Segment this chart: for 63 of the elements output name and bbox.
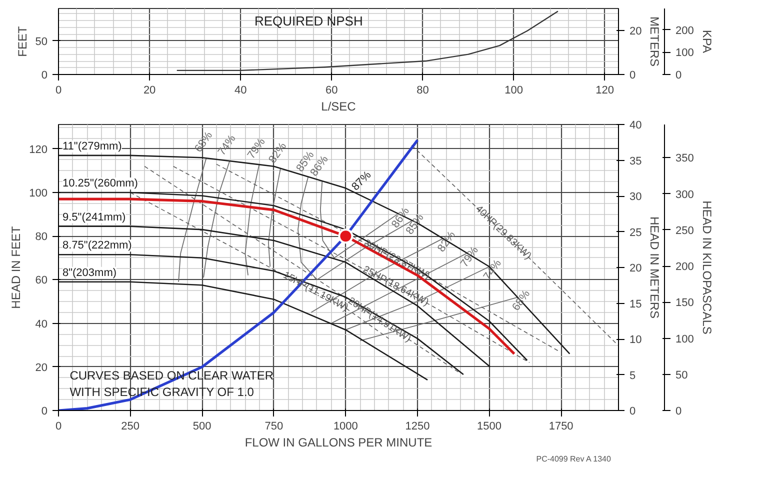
y2-axis-title: HEAD IN METERS [648,216,662,319]
x-tick-label: 0 [55,420,62,432]
y-axis-title: HEAD IN FEET [9,225,24,309]
x-tick-label: 100 [504,84,523,96]
series-label: 11"(279mm) [62,140,122,152]
x-tick-label: 120 [596,84,614,96]
series-label: 8"(203mm) [62,266,117,279]
y2-tick-label: 40 [630,120,642,132]
y2-tick-label: 10 [630,334,642,346]
x-tick-label: 1500 [477,420,502,432]
x-tick-label: 1000 [333,420,358,432]
x-tick-label: 250 [121,420,140,432]
x-tick-label: 1250 [405,420,430,432]
y2-tick-label: 5 [630,370,636,382]
y2-tick-label: 20 [630,26,642,38]
x-tick-label: 750 [264,420,284,432]
y-tick-label: 100 [29,188,48,200]
x-tick-label: 80 [416,84,429,96]
x-axis-title: FLOW IN GALLONS PER MINUTE [244,436,432,450]
y3-tick-label: 50 [676,369,688,382]
y2-tick-label: 30 [630,191,642,203]
annotation: REQUIRED NPSH [254,13,363,28]
y3-tick-label: 0 [676,70,682,82]
y2-tick-label: 0 [630,406,636,418]
y3-tick-label: 350 [676,152,694,165]
y3-axis-title: KPA [700,30,714,54]
y-tick-label: 0 [41,406,48,418]
y-tick-label: 80 [35,231,48,244]
y2-tick-label: 20 [630,262,642,274]
y-tick-label: 0 [41,70,48,82]
y2-tick-label: 15 [630,298,642,310]
y2-tick-label: 35 [630,155,642,168]
y3-tick-label: 100 [676,47,694,60]
y-tick-label: 20 [35,362,48,374]
x-tick-label: 0 [55,84,62,96]
y2-tick-label: 25 [630,226,642,239]
text: PC-4099 Rev A 1340 [536,454,612,464]
annotation: 87% [350,168,374,194]
y3-tick-label: 0 [676,406,682,418]
y-tick-label: 60 [35,274,48,287]
y3-tick-label: 250 [676,224,694,237]
y2-tick-label: 0 [630,70,636,82]
line-series [176,10,559,72]
y3-tick-label: 150 [676,297,694,310]
y-tick-label: 120 [29,144,48,156]
x-tick-label: 40 [234,84,247,96]
y3-tick-label: 200 [676,24,694,37]
x-tick-label: 1750 [548,420,574,432]
y-tick-label: 40 [35,318,48,330]
y2-axis-title: METERS [648,16,662,67]
x-tick-label: 500 [192,420,212,432]
y3-axis-title: HEAD IN KILOPASCALS [700,200,714,334]
x-tick-label: 20 [143,84,156,96]
series-label: 10.25"(260mm) [62,178,138,190]
y3-tick-label: 200 [676,261,694,274]
y3-tick-label: 100 [676,333,694,346]
x-tick-label: 60 [326,84,338,96]
y3-tick-label: 300 [676,188,694,201]
series-label: 9.5"(241mm) [62,211,126,224]
y-tick-label: 50 [35,36,48,48]
x-axis-title: L/SEC [321,100,356,114]
y-axis-title: FEET [15,25,30,57]
series-label: 8.75"(222mm) [62,240,132,252]
